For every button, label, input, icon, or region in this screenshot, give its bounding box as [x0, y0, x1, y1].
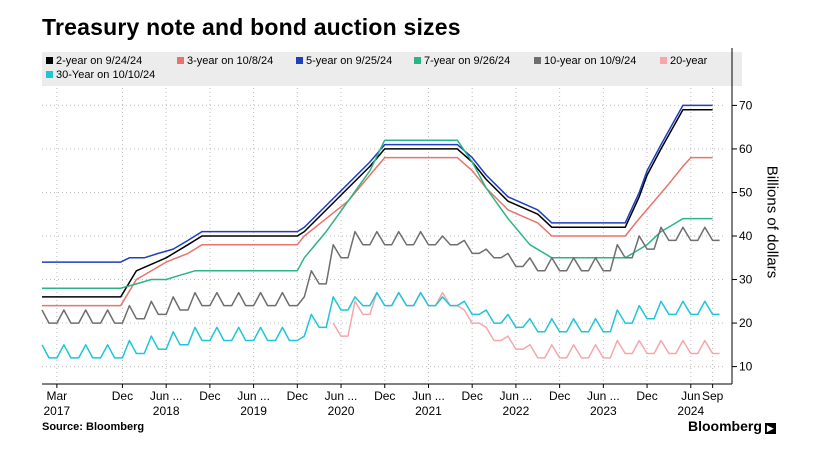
- series-line-6: [41, 291, 720, 359]
- chart-title: Treasury note and bond auction sizes: [42, 14, 461, 40]
- legend-item-2-year: 2-year on 9/24/24: [46, 54, 142, 68]
- x-tick-label: Dec: [549, 389, 570, 403]
- x-tick-label: Dec: [287, 389, 308, 403]
- series-line-4: [41, 226, 720, 324]
- legend-item-3-year: 3-year on 10/8/24: [177, 54, 273, 68]
- legend-item-20-year: 20-year: [660, 54, 707, 68]
- y-tick-label: 10: [739, 360, 753, 374]
- legend-swatch-30-year: [46, 71, 53, 78]
- x-tick-label: Jun ...: [412, 389, 445, 403]
- legend-swatch-10-year: [534, 57, 541, 64]
- brand-name: Bloomberg: [688, 418, 762, 434]
- x-tick-label: Dec: [636, 389, 657, 403]
- x-tick-year-label: 2019: [240, 404, 267, 418]
- x-tick-year-label: 2017: [44, 404, 71, 418]
- x-tick-year-label: 2021: [415, 404, 442, 418]
- series-line-0: [42, 109, 713, 298]
- legend-swatch-5-year: [296, 57, 303, 64]
- series-line-3: [42, 139, 713, 289]
- y-tick-label: 50: [739, 185, 753, 199]
- y-tick-label: 40: [739, 229, 753, 243]
- legend-swatch-7-year: [414, 57, 421, 64]
- x-tick-year-label: 2020: [328, 404, 355, 418]
- x-tick-label: Jun ...: [237, 389, 270, 403]
- legend-swatch-2-year: [46, 57, 53, 64]
- x-tick-year-label: 2018: [153, 404, 180, 418]
- x-tick-year-label: 2022: [503, 404, 530, 418]
- x-tick-label: Mar: [47, 389, 68, 403]
- terminal-icon: ▶: [764, 423, 776, 434]
- legend-swatch-20-year: [660, 57, 667, 64]
- bloomberg-logo: Bloomberg ▶: [688, 418, 776, 434]
- legend: [42, 52, 742, 86]
- x-tick-label: Dec: [199, 389, 220, 403]
- legend-label-5-year: 5-year on 9/25/24: [306, 55, 393, 67]
- y-tick-label: 30: [739, 273, 753, 287]
- y-tick-label: 70: [739, 98, 753, 112]
- x-tick-label: Dec: [462, 389, 483, 403]
- x-tick-year-label: 2024: [677, 404, 704, 418]
- x-tick-label: Dec: [374, 389, 395, 403]
- x-tick-label: Sep: [702, 389, 724, 403]
- x-tick-label: Dec: [112, 389, 133, 403]
- series-line-1: [42, 156, 713, 307]
- y-tick-label: 20: [739, 316, 753, 330]
- legend-label-7-year: 7-year on 9/26/24: [424, 55, 511, 67]
- y-tick-label: 60: [739, 142, 753, 156]
- legend-label-30-year: 30-Year on 10/10/24: [56, 69, 156, 81]
- source-note: Source: Bloomberg: [42, 421, 145, 433]
- x-tick-label: Jun: [681, 389, 700, 403]
- x-tick-label: Jun ...: [150, 389, 183, 403]
- legend-item-5-year: 5-year on 9/25/24: [296, 54, 392, 68]
- legend-label-20-year: 20-year: [670, 55, 708, 67]
- series-line-2: [42, 104, 713, 263]
- legend-swatch-3-year: [177, 57, 184, 64]
- legend-item-7-year: 7-year on 9/26/24: [414, 54, 510, 68]
- y-axis-label: Billions of dollars: [763, 165, 781, 279]
- legend-item-30-year: 30-Year on 10/10/24: [46, 68, 155, 82]
- x-tick-label: Jun ...: [325, 389, 358, 403]
- x-tick-label: Jun ...: [500, 389, 533, 403]
- x-tick-year-label: 2023: [590, 404, 617, 418]
- legend-item-10-year: 10-year on 10/9/24: [534, 54, 636, 68]
- series-lines: [41, 104, 720, 359]
- legend-label-10-year: 10-year on 10/9/24: [544, 55, 637, 67]
- legend-label-2-year: 2-year on 9/24/24: [56, 55, 143, 67]
- legend-label-3-year: 3-year on 10/8/24: [187, 55, 274, 67]
- x-tick-label: Jun ...: [587, 389, 620, 403]
